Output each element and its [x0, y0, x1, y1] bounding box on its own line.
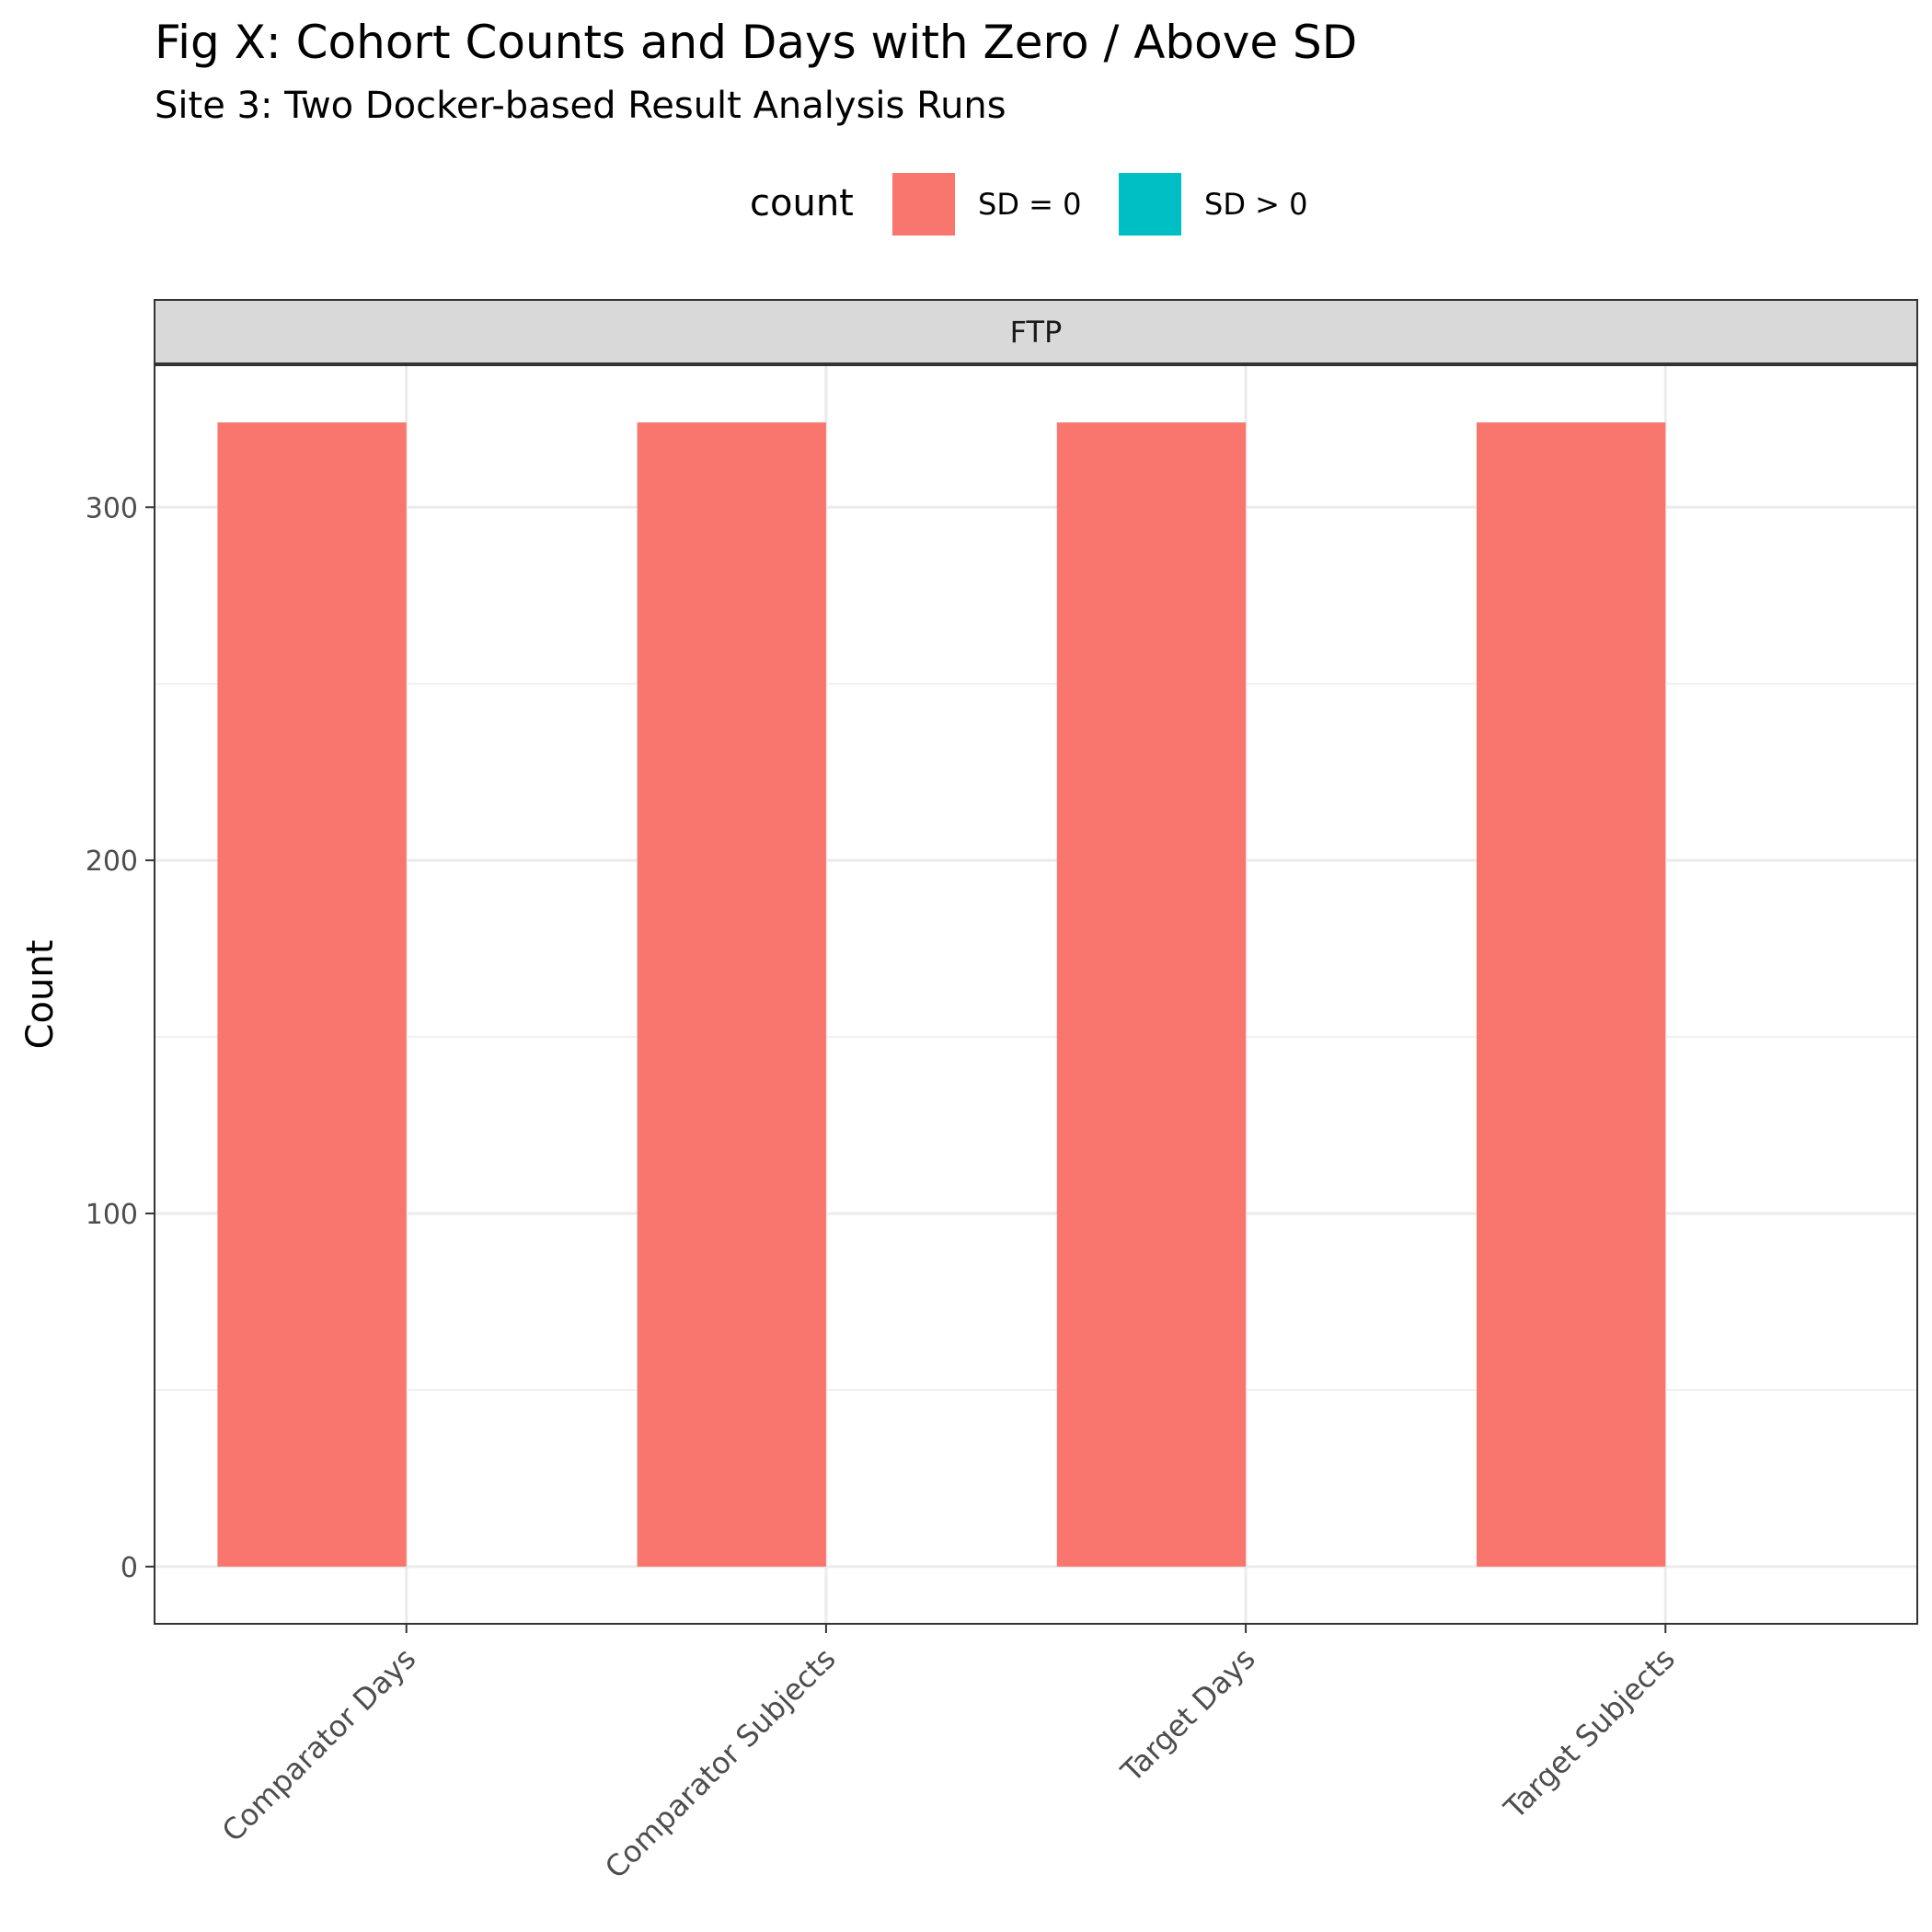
- bars: [217, 422, 1666, 1567]
- bar: [217, 422, 407, 1567]
- legend: count SD = 0 SD > 0: [750, 173, 1307, 236]
- legend-label-sd-zero: SD = 0: [978, 187, 1081, 222]
- facet-strip: FTP: [154, 299, 1918, 364]
- legend-label-sd-positive: SD > 0: [1204, 187, 1307, 222]
- y-tick-label: 0: [121, 1552, 138, 1584]
- y-axis: 0 100 200 300: [86, 492, 155, 1584]
- y-tick-label: 300: [86, 492, 138, 524]
- bar: [637, 422, 826, 1567]
- x-axis: Comparator Days Comparator Subjects Target…: [215, 1624, 1682, 1885]
- legend-key-sd-positive: [1119, 173, 1181, 236]
- plot-panel: [154, 364, 1918, 1625]
- x-tick-label: Comparator Subjects: [598, 1641, 843, 1886]
- chart-title: Fig X: Cohort Counts and Days with Zero …: [155, 16, 1357, 69]
- y-axis-title: Count: [19, 940, 62, 1050]
- bar: [1056, 422, 1247, 1567]
- y-tick-label: 200: [86, 845, 138, 878]
- legend-key-sd-zero: [892, 173, 955, 236]
- chart-subtitle: Site 3: Two Docker-based Result Analysis…: [155, 85, 1006, 127]
- x-tick-label: Target Subjects: [1497, 1641, 1682, 1826]
- legend-title: count: [750, 182, 854, 224]
- bar: [1477, 422, 1666, 1567]
- y-tick-label: 100: [86, 1199, 138, 1231]
- x-tick-label: Target Days: [1114, 1641, 1262, 1789]
- x-tick-label: Comparator Days: [215, 1641, 423, 1849]
- facet-strip-label: FTP: [1010, 315, 1063, 350]
